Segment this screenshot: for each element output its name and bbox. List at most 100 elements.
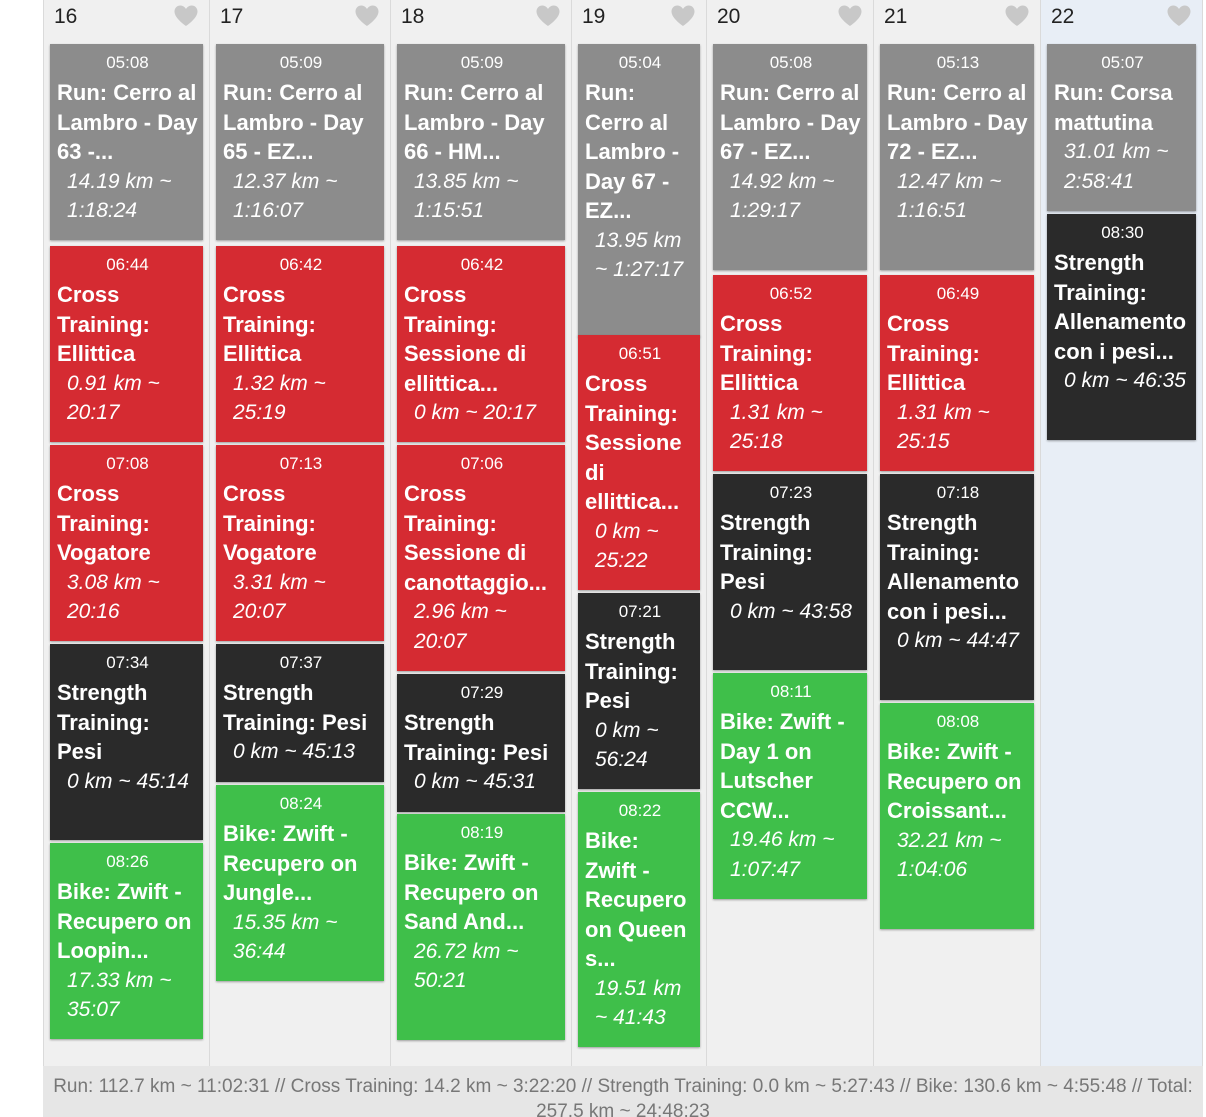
day-column: 22 05:07 Run: Corsa mattutina 31.01 km ~ 2:… bbox=[1041, 0, 1203, 1066]
activity-time: 07:29 bbox=[460, 683, 504, 702]
activity-title: Bike: Zwift - Recupero on Jungle... bbox=[223, 821, 358, 905]
activity-card[interactable]: 07:34 Strength Training: Pesi 0 km ~ 45:14 bbox=[50, 644, 203, 840]
activity-card[interactable]: 05:09 Run: Cerro al Lambro - Day 66 - HM.… bbox=[397, 44, 565, 240]
activity-title: Run: Cerro al Lambro - Day 67 - EZ... bbox=[585, 80, 680, 223]
activity-card[interactable]: 06:42 Cross Training: Ellittica 1.32 km ~ … bbox=[216, 246, 384, 442]
activity-title: Cross Training: Sessione di ellittica... bbox=[585, 371, 682, 514]
activity-stats: 32.21 km ~ 1:04:06 bbox=[897, 828, 1002, 882]
activity-card[interactable]: 05:09 Run: Cerro al Lambro - Day 65 - EZ.… bbox=[216, 44, 384, 240]
heart-icon[interactable] bbox=[1004, 4, 1030, 28]
week-calendar: 16 05:08 Run: Cerro al Lambro - Day 63 -..… bbox=[43, 0, 1203, 1117]
activity-stats: 0 km ~ 45:14 bbox=[67, 769, 189, 793]
activity-card[interactable]: 05:08 Run: Cerro al Lambro - Day 67 - EZ.… bbox=[713, 44, 867, 270]
activity-card[interactable]: 06:51 Cross Training: Sessione di ellitti… bbox=[578, 335, 700, 590]
activity-stats: 19.51 km ~ 41:43 bbox=[595, 976, 682, 1030]
activity-time: 06:51 bbox=[618, 344, 662, 363]
activity-stats: 1.31 km ~ 25:15 bbox=[897, 400, 990, 454]
activity-stats: 1.31 km ~ 25:18 bbox=[730, 400, 823, 454]
activity-card[interactable]: 06:49 Cross Training: Ellittica 1.31 km ~ … bbox=[880, 275, 1034, 471]
activity-time: 07:18 bbox=[936, 483, 980, 502]
activity-card[interactable]: 07:06 Cross Training: Sessione di canotta… bbox=[397, 445, 565, 671]
day-header: 20 bbox=[707, 0, 873, 38]
day-column: 16 05:08 Run: Cerro al Lambro - Day 63 -..… bbox=[43, 0, 210, 1066]
activity-card[interactable]: 08:19 Bike: Zwift - Recupero on Sand And.… bbox=[397, 814, 565, 1040]
heart-icon[interactable] bbox=[173, 4, 199, 28]
activity-card[interactable]: 08:11 Bike: Zwift - Day 1 on Lutscher CCW… bbox=[713, 673, 867, 899]
activity-time: 08:24 bbox=[279, 794, 323, 813]
activity-card[interactable]: 06:42 Cross Training: Sessione di ellitti… bbox=[397, 246, 565, 442]
activity-card[interactable]: 08:24 Bike: Zwift - Recupero on Jungle...… bbox=[216, 785, 384, 981]
activity-time: 07:13 bbox=[279, 454, 323, 473]
activity-title: Strength Training: Pesi bbox=[223, 680, 368, 735]
activity-time: 05:09 bbox=[460, 53, 504, 72]
activity-stats: 2.96 km ~ 20:07 bbox=[414, 600, 507, 653]
activity-card[interactable]: 07:23 Strength Training: Pesi 0 km ~ 43:58 bbox=[713, 474, 867, 670]
day-number: 19 bbox=[582, 5, 606, 28]
activity-stats: 19.46 km ~ 1:07:47 bbox=[730, 828, 835, 881]
activity-card[interactable]: 06:52 Cross Training: Ellittica 1.31 km ~ … bbox=[713, 275, 867, 471]
activity-time: 05:08 bbox=[106, 53, 149, 72]
activity-stats: 0 km ~ 45:13 bbox=[233, 740, 355, 763]
activity-time: 08:22 bbox=[618, 801, 662, 820]
heart-icon[interactable] bbox=[1166, 4, 1192, 28]
heart-icon[interactable] bbox=[837, 4, 863, 28]
activity-time: 08:08 bbox=[936, 712, 980, 731]
activity-time: 07:37 bbox=[279, 653, 323, 672]
activity-title: Cross Training: Ellittica bbox=[223, 282, 316, 366]
activity-card[interactable]: 05:07 Run: Corsa mattutina 31.01 km ~ 2:58… bbox=[1047, 44, 1196, 211]
activity-title: Strength Training: Allenamento con i pes… bbox=[1054, 250, 1187, 364]
activity-time: 07:06 bbox=[460, 454, 504, 473]
day-header: 22 bbox=[1041, 0, 1202, 38]
activity-card[interactable]: 08:30 Strength Training: Allenamento con … bbox=[1047, 214, 1196, 440]
day-number: 16 bbox=[54, 5, 78, 28]
activity-card[interactable]: 05:04 Run: Cerro al Lambro - Day 67 - EZ.… bbox=[578, 44, 700, 337]
heart-icon[interactable] bbox=[354, 4, 380, 28]
activity-title: Cross Training: Sessione di ellittica... bbox=[404, 282, 527, 396]
activity-title: Run: Corsa mattutina bbox=[1054, 80, 1173, 135]
activity-title: Strength Training: Pesi bbox=[57, 680, 150, 764]
activity-title: Bike: Zwift - Recupero on Croissant... bbox=[887, 739, 1022, 823]
activity-time: 05:04 bbox=[618, 53, 662, 72]
activity-stats: 26.72 km ~ 50:21 bbox=[414, 939, 519, 993]
activity-card[interactable]: 06:44 Cross Training: Ellittica 0.91 km ~ … bbox=[50, 246, 203, 442]
activity-stats: 14.19 km ~ 1:18:24 bbox=[67, 169, 172, 223]
activity-card[interactable]: 05:08 Run: Cerro al Lambro - Day 63 -... 1… bbox=[50, 44, 203, 240]
activity-title: Cross Training: Sessione di canottaggio.… bbox=[404, 481, 547, 595]
day-column: 18 05:09 Run: Cerro al Lambro - Day 66 - H… bbox=[391, 0, 572, 1066]
day-column: 17 05:09 Run: Cerro al Lambro - Day 65 - E… bbox=[210, 0, 391, 1066]
activity-card[interactable]: 08:08 Bike: Zwift - Recupero on Croissant… bbox=[880, 703, 1034, 929]
activity-title: Cross Training: Ellittica bbox=[720, 311, 813, 395]
day-number: 17 bbox=[220, 5, 244, 28]
activity-stats: 0 km ~ 44:47 bbox=[897, 629, 1019, 652]
activity-time: 08:11 bbox=[770, 682, 812, 701]
activity-title: Strength Training: Allenamento con i pes… bbox=[887, 510, 1020, 624]
day-column: 19 05:04 Run: Cerro al Lambro - Day 67 - E… bbox=[572, 0, 707, 1066]
activity-card[interactable]: 07:18 Strength Training: Allenamento con … bbox=[880, 474, 1034, 700]
activity-title: Strength Training: Pesi bbox=[720, 510, 813, 594]
day-number: 20 bbox=[717, 5, 741, 28]
activity-card[interactable]: 08:22 Bike: Zwift - Recupero on Queen s..… bbox=[578, 792, 700, 1047]
activity-card[interactable]: 08:26 Bike: Zwift - Recupero on Loopin...… bbox=[50, 843, 203, 1039]
heart-icon[interactable] bbox=[670, 4, 696, 28]
activity-time: 06:42 bbox=[279, 255, 323, 274]
activity-stats: 0 km ~ 46:35 bbox=[1064, 369, 1186, 392]
activity-card[interactable]: 07:13 Cross Training: Vogatore 3.31 km ~ 2… bbox=[216, 445, 384, 641]
activity-stats: 3.31 km ~ 20:07 bbox=[233, 570, 326, 624]
activity-title: Run: Cerro al Lambro - Day 65 - EZ... bbox=[223, 80, 364, 164]
activity-time: 05:13 bbox=[936, 53, 980, 72]
activity-stats: 13.95 km ~ 1:27:17 bbox=[595, 228, 684, 282]
activity-stats: 0 km ~ 45:31 bbox=[414, 770, 536, 793]
day-header: 19 bbox=[572, 0, 706, 38]
activity-card[interactable]: 07:29 Strength Training: Pesi 0 km ~ 45:31 bbox=[397, 674, 565, 812]
activity-title: Strength Training: Pesi bbox=[404, 710, 549, 765]
activity-time: 07:23 bbox=[769, 483, 813, 502]
day-header: 17 bbox=[210, 0, 390, 38]
activity-time: 08:26 bbox=[106, 852, 149, 871]
activity-card[interactable]: 05:13 Run: Cerro al Lambro - Day 72 - EZ.… bbox=[880, 44, 1034, 270]
activity-time: 06:42 bbox=[460, 255, 504, 274]
activity-card[interactable]: 07:21 Strength Training: Pesi 0 km ~ 56:24 bbox=[578, 593, 700, 789]
activity-stats: 15.35 km ~ 36:44 bbox=[233, 910, 338, 964]
activity-card[interactable]: 07:37 Strength Training: Pesi 0 km ~ 45:13 bbox=[216, 644, 384, 782]
heart-icon[interactable] bbox=[535, 4, 561, 28]
activity-card[interactable]: 07:08 Cross Training: Vogatore 3.08 km ~ 2… bbox=[50, 445, 203, 641]
